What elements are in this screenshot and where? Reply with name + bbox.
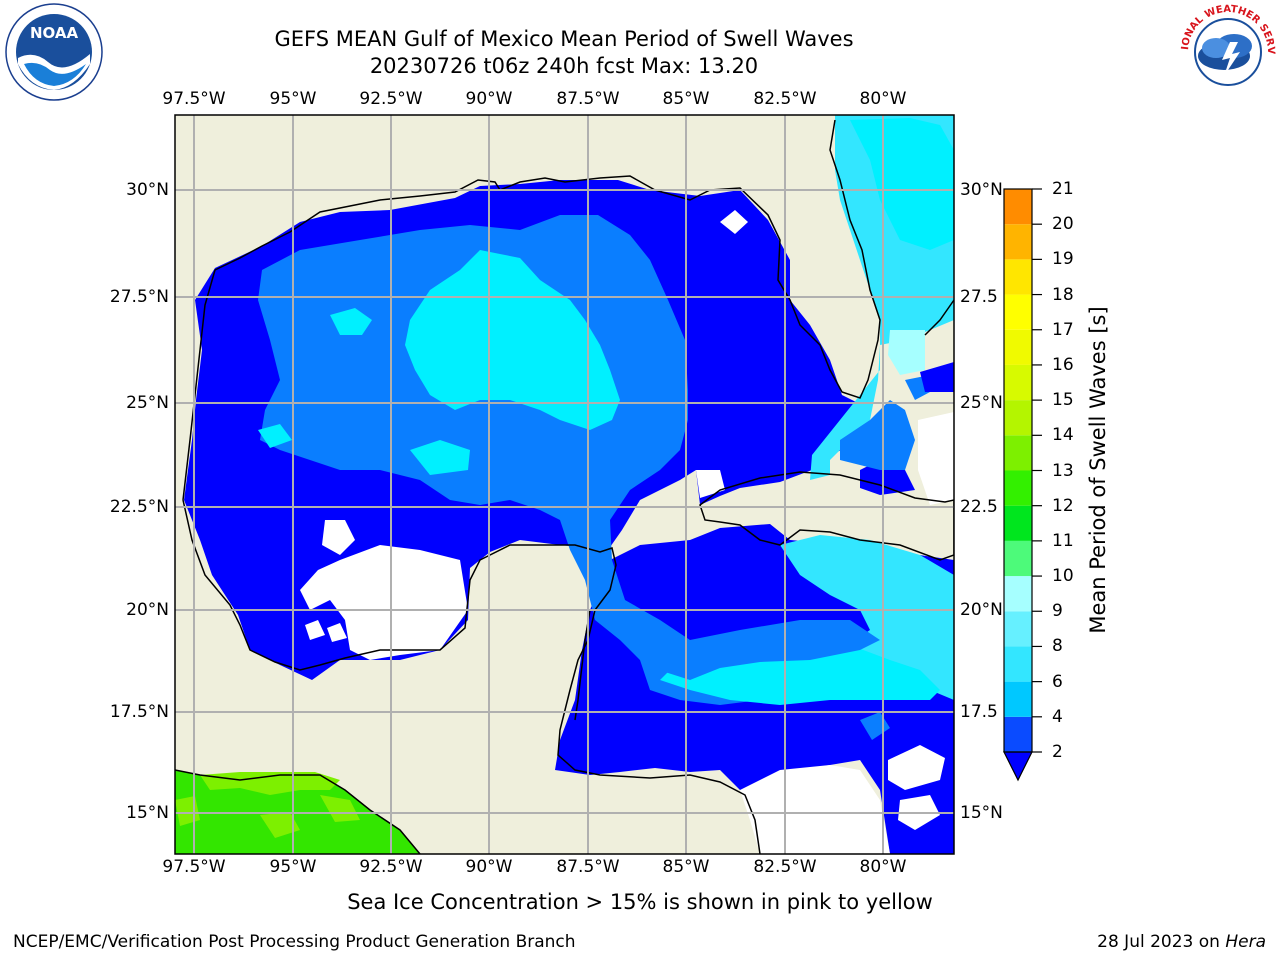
colorbar-band — [1004, 540, 1032, 577]
chart-title: GEFS MEAN Gulf of Mexico Mean Period of … — [274, 27, 854, 51]
colorbar-tick-label: 6 — [1052, 671, 1063, 692]
lat-label-left: 30°N — [126, 180, 169, 200]
colorbar-tick-label: 8 — [1052, 636, 1063, 657]
lat-label-left: 15°N — [126, 803, 169, 823]
colorbar-tick-label: 2 — [1052, 742, 1063, 762]
chart-subtitle: 20230726 t06z 240h fcst Max: 13.20 — [369, 54, 759, 78]
lon-label-top: 95°W — [269, 89, 317, 109]
lon-label-bottom: 95°W — [269, 857, 317, 877]
colorbar-tick-label: 12 — [1052, 495, 1074, 516]
colorbar-band — [1004, 329, 1032, 365]
colorbar-tick-label: 13 — [1052, 460, 1074, 481]
lon-label-bottom: 85°W — [662, 857, 710, 877]
lon-label-bottom: 87.5°W — [556, 857, 620, 877]
lat-label-left: 20°N — [126, 600, 169, 620]
colorbar-band — [1004, 716, 1032, 752]
colorbar-band — [1004, 646, 1032, 682]
lon-label-top: 90°W — [465, 89, 513, 109]
colorbar-tick-label: 4 — [1052, 706, 1063, 727]
colorbar-tick-label: 15 — [1052, 390, 1074, 411]
colorbar-band — [1004, 611, 1032, 647]
lon-label-top: 87.5°W — [556, 89, 620, 109]
lat-label-left: 25°N — [126, 393, 169, 413]
colorbar-tick-label: 11 — [1052, 530, 1074, 551]
colorbar-tick-label: 10 — [1052, 566, 1074, 587]
colorbar-band — [1004, 224, 1032, 260]
lat-label-right: 17.5 — [960, 702, 998, 722]
colorbar-tick-label: 21 — [1052, 179, 1074, 199]
graticule — [175, 115, 954, 854]
colorbar-band — [1004, 294, 1032, 330]
colorbar-band — [1004, 435, 1032, 471]
footer-host: Hera — [1225, 932, 1266, 952]
lon-label-top: 97.5°W — [162, 89, 226, 109]
lat-label-left: 17.5°N — [109, 702, 169, 722]
no-data-yucatan-west — [300, 545, 468, 660]
colorbar-tick-label: 19 — [1052, 249, 1074, 270]
lat-label-right: 30°N — [960, 180, 1003, 200]
svg-text:NOAA: NOAA — [30, 24, 79, 42]
colorbar-band — [1004, 259, 1032, 295]
noaa-logo: NOAA — [5, 3, 103, 101]
lon-label-top: 80°W — [859, 89, 907, 109]
footer-credit: NCEP/EMC/Verification Post Processing Pr… — [13, 932, 576, 952]
lat-label-right: 27.5 — [960, 287, 998, 307]
lat-label-right: 22.5 — [960, 497, 998, 517]
colorbar-tick-label: 14 — [1052, 425, 1074, 446]
colorbar-band — [1004, 364, 1032, 401]
map-frame — [174, 114, 955, 855]
gulf-band-4-6 — [258, 215, 760, 705]
gulf-coastline — [182, 119, 881, 501]
lon-label-bottom: 97.5°W — [162, 857, 226, 877]
lon-label-bottom: 90°W — [465, 857, 513, 877]
lon-label-bottom: 92.5°W — [359, 857, 423, 877]
lat-label-right: 20°N — [960, 600, 1003, 620]
colorbar-band — [1004, 400, 1032, 436]
lon-label-bottom: 80°W — [859, 857, 907, 877]
lon-label-top: 85°W — [662, 89, 710, 109]
colorbar-tick-label: 18 — [1052, 284, 1074, 305]
colorbar-band — [1004, 505, 1032, 541]
footer-date: 28 Jul 2023 on Hera — [1097, 932, 1266, 952]
lon-label-bottom: 82.5°W — [753, 857, 817, 877]
colorbar-band — [1004, 470, 1032, 506]
no-data-caribbean-south — [740, 765, 890, 854]
colorbar-underflow-triangle — [1003, 751, 1033, 782]
sea-ice-note: Sea Ice Concentration > 15% is shown in … — [347, 890, 933, 914]
lon-label-top: 92.5°W — [359, 89, 423, 109]
nws-logo: NATIONAL WEATHER SERVICE — [1178, 2, 1276, 100]
colorbar-band — [1004, 189, 1032, 225]
lat-label-left: 22.5°N — [109, 497, 169, 517]
colorbar-band — [1004, 576, 1032, 612]
colorbar-tick-label: 9 — [1052, 601, 1063, 622]
colorbar-tick-label: 16 — [1052, 354, 1074, 375]
colorbar-title: Mean Period of Swell Waves [s] — [1086, 306, 1110, 634]
lat-label-left: 27.5°N — [109, 287, 169, 307]
colorbar-tick-label: 20 — [1052, 214, 1074, 235]
lat-label-right: 25°N — [960, 393, 1003, 413]
gulf-band-6-8 — [405, 250, 620, 430]
colorbar-tick-label: 17 — [1052, 319, 1074, 340]
lat-label-right: 15°N — [960, 803, 1003, 823]
colorbar-band — [1004, 681, 1032, 717]
cuba-coastline — [699, 471, 954, 561]
lon-label-top: 82.5°W — [753, 89, 817, 109]
